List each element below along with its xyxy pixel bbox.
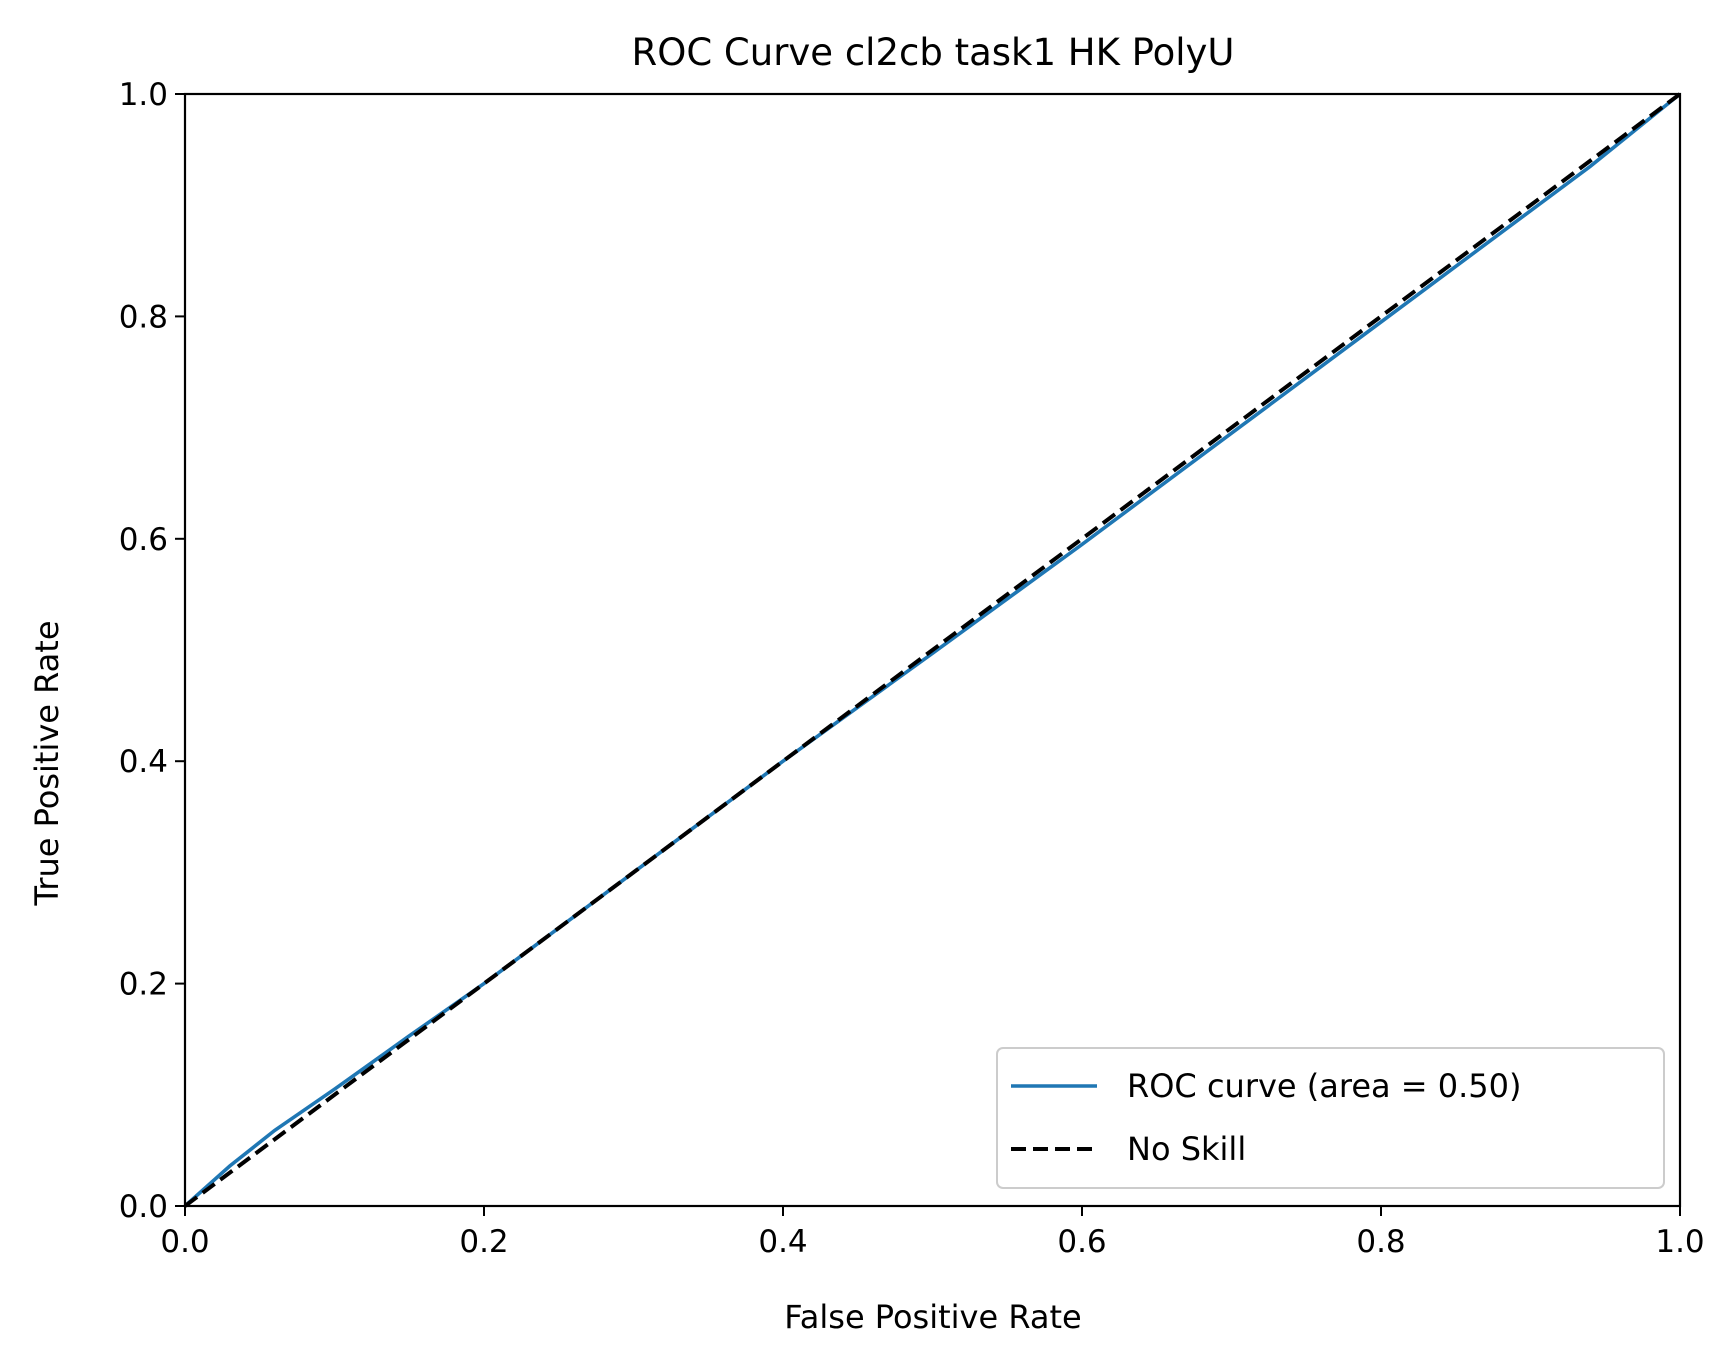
legend-box <box>996 1047 1665 1189</box>
x-tick-label: 0.6 <box>1057 1224 1106 1260</box>
roc-curve-line <box>183 92 1682 1208</box>
y-tick-label: 0.6 <box>119 522 168 558</box>
plot-lines <box>183 92 1682 1208</box>
legend: ROC curve (area = 0.50) No Skill <box>996 1047 1665 1189</box>
chart-title: ROC Curve cl2cb task1 HK PolyU <box>631 31 1234 74</box>
y-tick-label: 1.0 <box>119 77 168 113</box>
y-tick-label: 0.2 <box>119 967 168 1003</box>
y-axis-ticks: 0.0 0.2 0.4 0.6 0.8 1.0 <box>119 77 185 1225</box>
x-tick-label: 0.0 <box>160 1224 209 1260</box>
y-axis-label: True Positive Rate <box>28 620 66 906</box>
legend-entry: No Skill <box>1127 1130 1246 1168</box>
y-tick-label: 0.8 <box>119 299 168 335</box>
y-tick-label: 0.0 <box>119 1189 168 1225</box>
x-tick-label: 0.4 <box>758 1224 807 1260</box>
x-tick-label: 1.0 <box>1655 1224 1704 1260</box>
x-tick-label: 0.2 <box>459 1224 508 1260</box>
x-axis-ticks: 0.0 0.2 0.4 0.6 0.8 1.0 <box>160 1206 1705 1260</box>
plot-frame <box>183 92 1682 1208</box>
x-axis-label: False Positive Rate <box>784 1298 1081 1336</box>
y-tick-label: 0.4 <box>119 744 168 780</box>
x-tick-label: 0.8 <box>1356 1224 1405 1260</box>
legend-entry: ROC curve (area = 0.50) <box>1127 1067 1522 1105</box>
no-skill-line <box>183 92 1682 1208</box>
